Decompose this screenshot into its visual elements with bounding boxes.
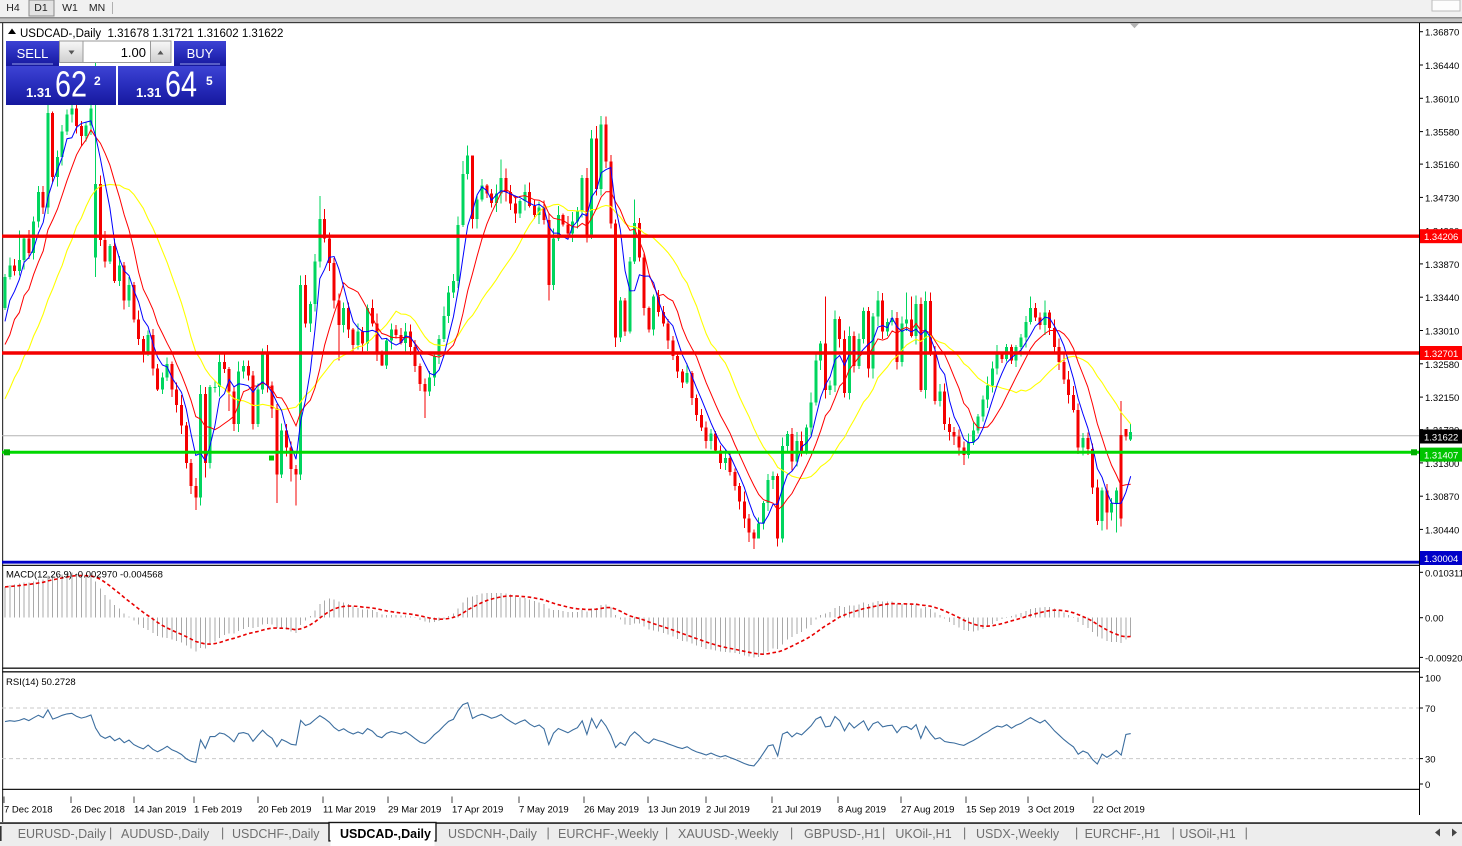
svg-text:|: |	[1075, 826, 1078, 840]
svg-text:1.35580: 1.35580	[1425, 128, 1459, 139]
svg-text:1.30440: 1.30440	[1425, 525, 1459, 536]
svg-text:7 Dec 2018: 7 Dec 2018	[4, 805, 53, 816]
svg-text:W1: W1	[62, 2, 78, 14]
svg-text:1 Feb 2019: 1 Feb 2019	[194, 805, 242, 816]
svg-text:13 Jun 2019: 13 Jun 2019	[648, 805, 700, 816]
svg-text:11 Mar 2019: 11 Mar 2019	[323, 805, 376, 816]
svg-text:0.010311: 0.010311	[1425, 568, 1462, 579]
svg-text:GBPUSD-,H1: GBPUSD-,H1	[804, 827, 880, 841]
svg-text:1.32580: 1.32580	[1425, 360, 1459, 371]
svg-text:EURUSD-,Daily: EURUSD-,Daily	[18, 827, 107, 841]
svg-text:26 May 2019: 26 May 2019	[584, 805, 639, 816]
svg-text:1.36010: 1.36010	[1425, 94, 1459, 105]
svg-text:27 Aug 2019: 27 Aug 2019	[901, 805, 954, 816]
svg-text:BUY: BUY	[187, 46, 214, 61]
svg-text:USDCHF-,Daily: USDCHF-,Daily	[232, 827, 320, 841]
svg-text:1.35160: 1.35160	[1425, 160, 1459, 171]
svg-text:|: |	[665, 826, 668, 840]
svg-text:1.36440: 1.36440	[1425, 61, 1459, 72]
svg-text:22 Oct 2019: 22 Oct 2019	[1093, 805, 1145, 816]
svg-text:USDCAD-,Daily: USDCAD-,Daily	[340, 827, 431, 841]
svg-text:29 Mar 2019: 29 Mar 2019	[388, 805, 441, 816]
svg-text:1.33870: 1.33870	[1425, 260, 1459, 271]
svg-text:64: 64	[165, 64, 197, 105]
svg-text:RSI(14) 50.2728: RSI(14) 50.2728	[6, 677, 76, 688]
svg-text:3 Oct 2019: 3 Oct 2019	[1028, 805, 1074, 816]
svg-text:MACD(12,26,9) -0.002970 -0.004: MACD(12,26,9) -0.002970 -0.004568	[6, 570, 163, 581]
svg-text:8 Aug 2019: 8 Aug 2019	[838, 805, 886, 816]
svg-text:|: |	[963, 826, 966, 840]
svg-text:2 Jul 2019: 2 Jul 2019	[706, 805, 750, 816]
svg-text:USDCAD-,Daily 1.31678 1.31721: USDCAD-,Daily 1.31678 1.31721 1.31602 1.…	[20, 28, 283, 40]
svg-text:1.33440: 1.33440	[1425, 293, 1459, 304]
svg-text:SELL: SELL	[17, 46, 49, 61]
svg-text:UKOil-,H1: UKOil-,H1	[895, 827, 951, 841]
svg-text:EURCHF-,Weekly: EURCHF-,Weekly	[558, 827, 659, 841]
svg-text:EURCHF-,H1: EURCHF-,H1	[1085, 827, 1161, 841]
svg-text:USOil-,H1: USOil-,H1	[1179, 827, 1235, 841]
svg-text:1.34206: 1.34206	[1424, 232, 1458, 243]
svg-text:1.31407: 1.31407	[1424, 451, 1458, 462]
svg-text:1.34730: 1.34730	[1425, 193, 1459, 204]
svg-text:|: |	[221, 826, 224, 840]
svg-text:|: |	[547, 826, 550, 840]
svg-text:17 Apr 2019: 17 Apr 2019	[452, 805, 503, 816]
svg-text:|: |	[882, 826, 885, 840]
svg-text:|: |	[1245, 826, 1248, 840]
svg-text:-0.009203: -0.009203	[1425, 653, 1462, 664]
svg-text:D1: D1	[34, 2, 48, 14]
svg-text:AUDUSD-,Daily: AUDUSD-,Daily	[121, 827, 210, 841]
svg-text:20 Feb 2019: 20 Feb 2019	[258, 805, 311, 816]
svg-text:1.30870: 1.30870	[1425, 492, 1459, 503]
svg-text:1.33010: 1.33010	[1425, 327, 1459, 338]
svg-text:21 Jul 2019: 21 Jul 2019	[772, 805, 821, 816]
svg-text:1.36870: 1.36870	[1425, 28, 1459, 39]
svg-text:7 May 2019: 7 May 2019	[519, 805, 569, 816]
svg-text:0.00: 0.00	[1425, 614, 1444, 625]
svg-text:USDX-,Weekly: USDX-,Weekly	[976, 827, 1060, 841]
svg-text:5: 5	[206, 74, 213, 88]
svg-text:|: |	[1172, 826, 1175, 840]
svg-text:0: 0	[1425, 780, 1430, 791]
svg-text:XAUUSD-,Weekly: XAUUSD-,Weekly	[678, 827, 779, 841]
svg-text:1.00: 1.00	[121, 45, 146, 60]
svg-text:1.31622: 1.31622	[1424, 433, 1458, 444]
svg-text:1.31300: 1.31300	[1425, 459, 1459, 470]
svg-text:15 Sep 2019: 15 Sep 2019	[966, 805, 1020, 816]
svg-text:|: |	[790, 826, 793, 840]
svg-text:1.32701: 1.32701	[1424, 349, 1458, 360]
svg-text:|: |	[109, 826, 112, 840]
svg-text:MN: MN	[89, 2, 105, 14]
svg-text:100: 100	[1425, 673, 1441, 684]
svg-text:1.31: 1.31	[26, 85, 51, 100]
svg-text:USDCNH-,Daily: USDCNH-,Daily	[448, 827, 538, 841]
svg-text:26 Dec 2018: 26 Dec 2018	[71, 805, 125, 816]
svg-text:H4: H4	[6, 2, 20, 14]
svg-text:30: 30	[1425, 755, 1436, 766]
svg-text:62: 62	[55, 64, 87, 105]
svg-text:1.31: 1.31	[136, 85, 161, 100]
svg-text:2: 2	[94, 74, 101, 88]
svg-text:1.32150: 1.32150	[1425, 393, 1459, 404]
svg-text:70: 70	[1425, 704, 1436, 715]
svg-text:1.30004: 1.30004	[1424, 554, 1458, 565]
svg-text:14 Jan 2019: 14 Jan 2019	[134, 805, 186, 816]
